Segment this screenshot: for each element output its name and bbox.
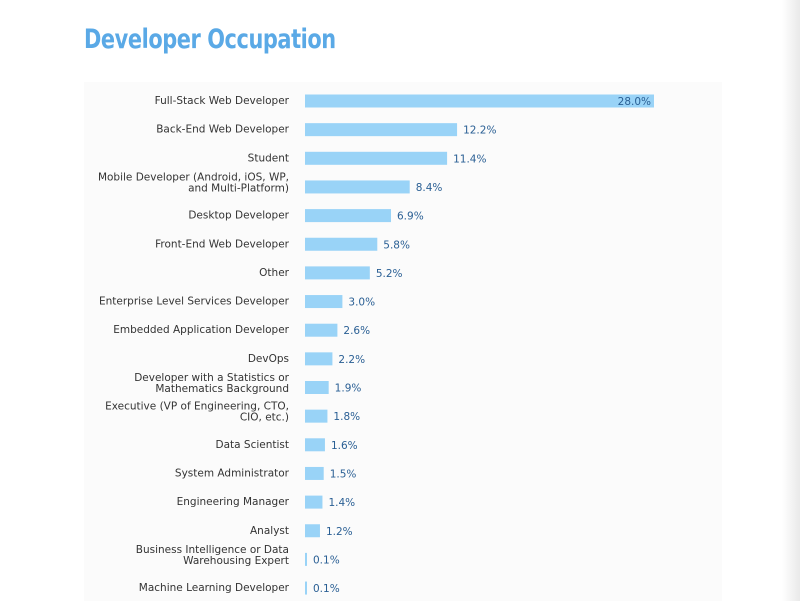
category-label: Business Intelligence or Data Warehousing… [136,544,289,567]
category-label: DevOps [248,353,289,365]
bar-value-label: 1.2% [326,526,353,538]
bar [305,352,333,366]
bar [305,94,654,108]
bar [305,552,307,566]
category-label: Developer with a Statistics or Mathematic… [134,372,289,395]
bar [305,438,325,452]
bar [305,237,378,251]
bar [305,266,370,280]
category-label: Back-End Web Developer [156,124,289,136]
bar [305,151,448,165]
category-label: Desktop Developer [188,210,289,222]
bar [305,123,458,137]
bar-value-label: 5.8% [383,239,410,251]
bar-value-label: 12.2% [463,125,496,137]
bar-value-label: 2.2% [338,354,365,366]
chart-panel: 28.0% Full-Stack Web Developer 12.2% Back-E… [84,82,722,601]
bar [305,495,323,509]
bar [305,323,338,337]
category-label: Other [259,267,289,279]
bar-value-label: 1.4% [328,497,355,509]
bar-value-label: 6.9% [397,211,424,223]
category-label: Full-Stack Web Developer [155,95,290,107]
bar-value-label: 1.8% [333,411,360,423]
category-label: Data Scientist [216,439,290,451]
bar-value-label: 0.1% [313,583,340,595]
bar-value-label: 3.0% [348,297,375,309]
bar-value-label: 11.4% [453,153,486,165]
bar [305,180,410,194]
category-label: Student [248,152,289,164]
bar [305,209,392,223]
bar-value-label: 1.5% [330,468,357,480]
category-label: Executive (VP of Engineering, CTO, CIO, e… [105,401,289,424]
chart-title: Developer Occupation [84,24,336,55]
bar [305,381,329,394]
category-label: Machine Learning Developer [139,582,290,594]
category-label: Analyst [250,525,289,537]
bar [305,524,320,538]
bar [305,466,324,480]
category-label: Enterprise Level Services Developer [99,296,290,308]
bar [305,295,343,309]
bar-value-label: 1.6% [331,440,358,452]
bar-chart: 28.0% Full-Stack Web Developer 12.2% Back-E… [98,94,654,595]
category-label: Front-End Web Developer [155,238,290,250]
bar-value-label: 28.0% [618,96,651,108]
bar [305,409,328,423]
category-label: Embedded Application Developer [113,324,289,336]
slide-edge-shadow [782,0,800,601]
bar [305,581,307,595]
category-label: Engineering Manager [177,496,290,508]
bar-value-label: 0.1% [313,554,340,566]
category-label: System Administrator [175,467,290,479]
bar-value-label: 1.9% [335,383,362,395]
bar-value-label: 2.6% [343,325,370,337]
bar-value-label: 5.2% [376,268,403,280]
category-label: Mobile Developer (Android, iOS, WP, and M… [98,171,289,194]
bar-value-label: 8.4% [416,182,443,194]
